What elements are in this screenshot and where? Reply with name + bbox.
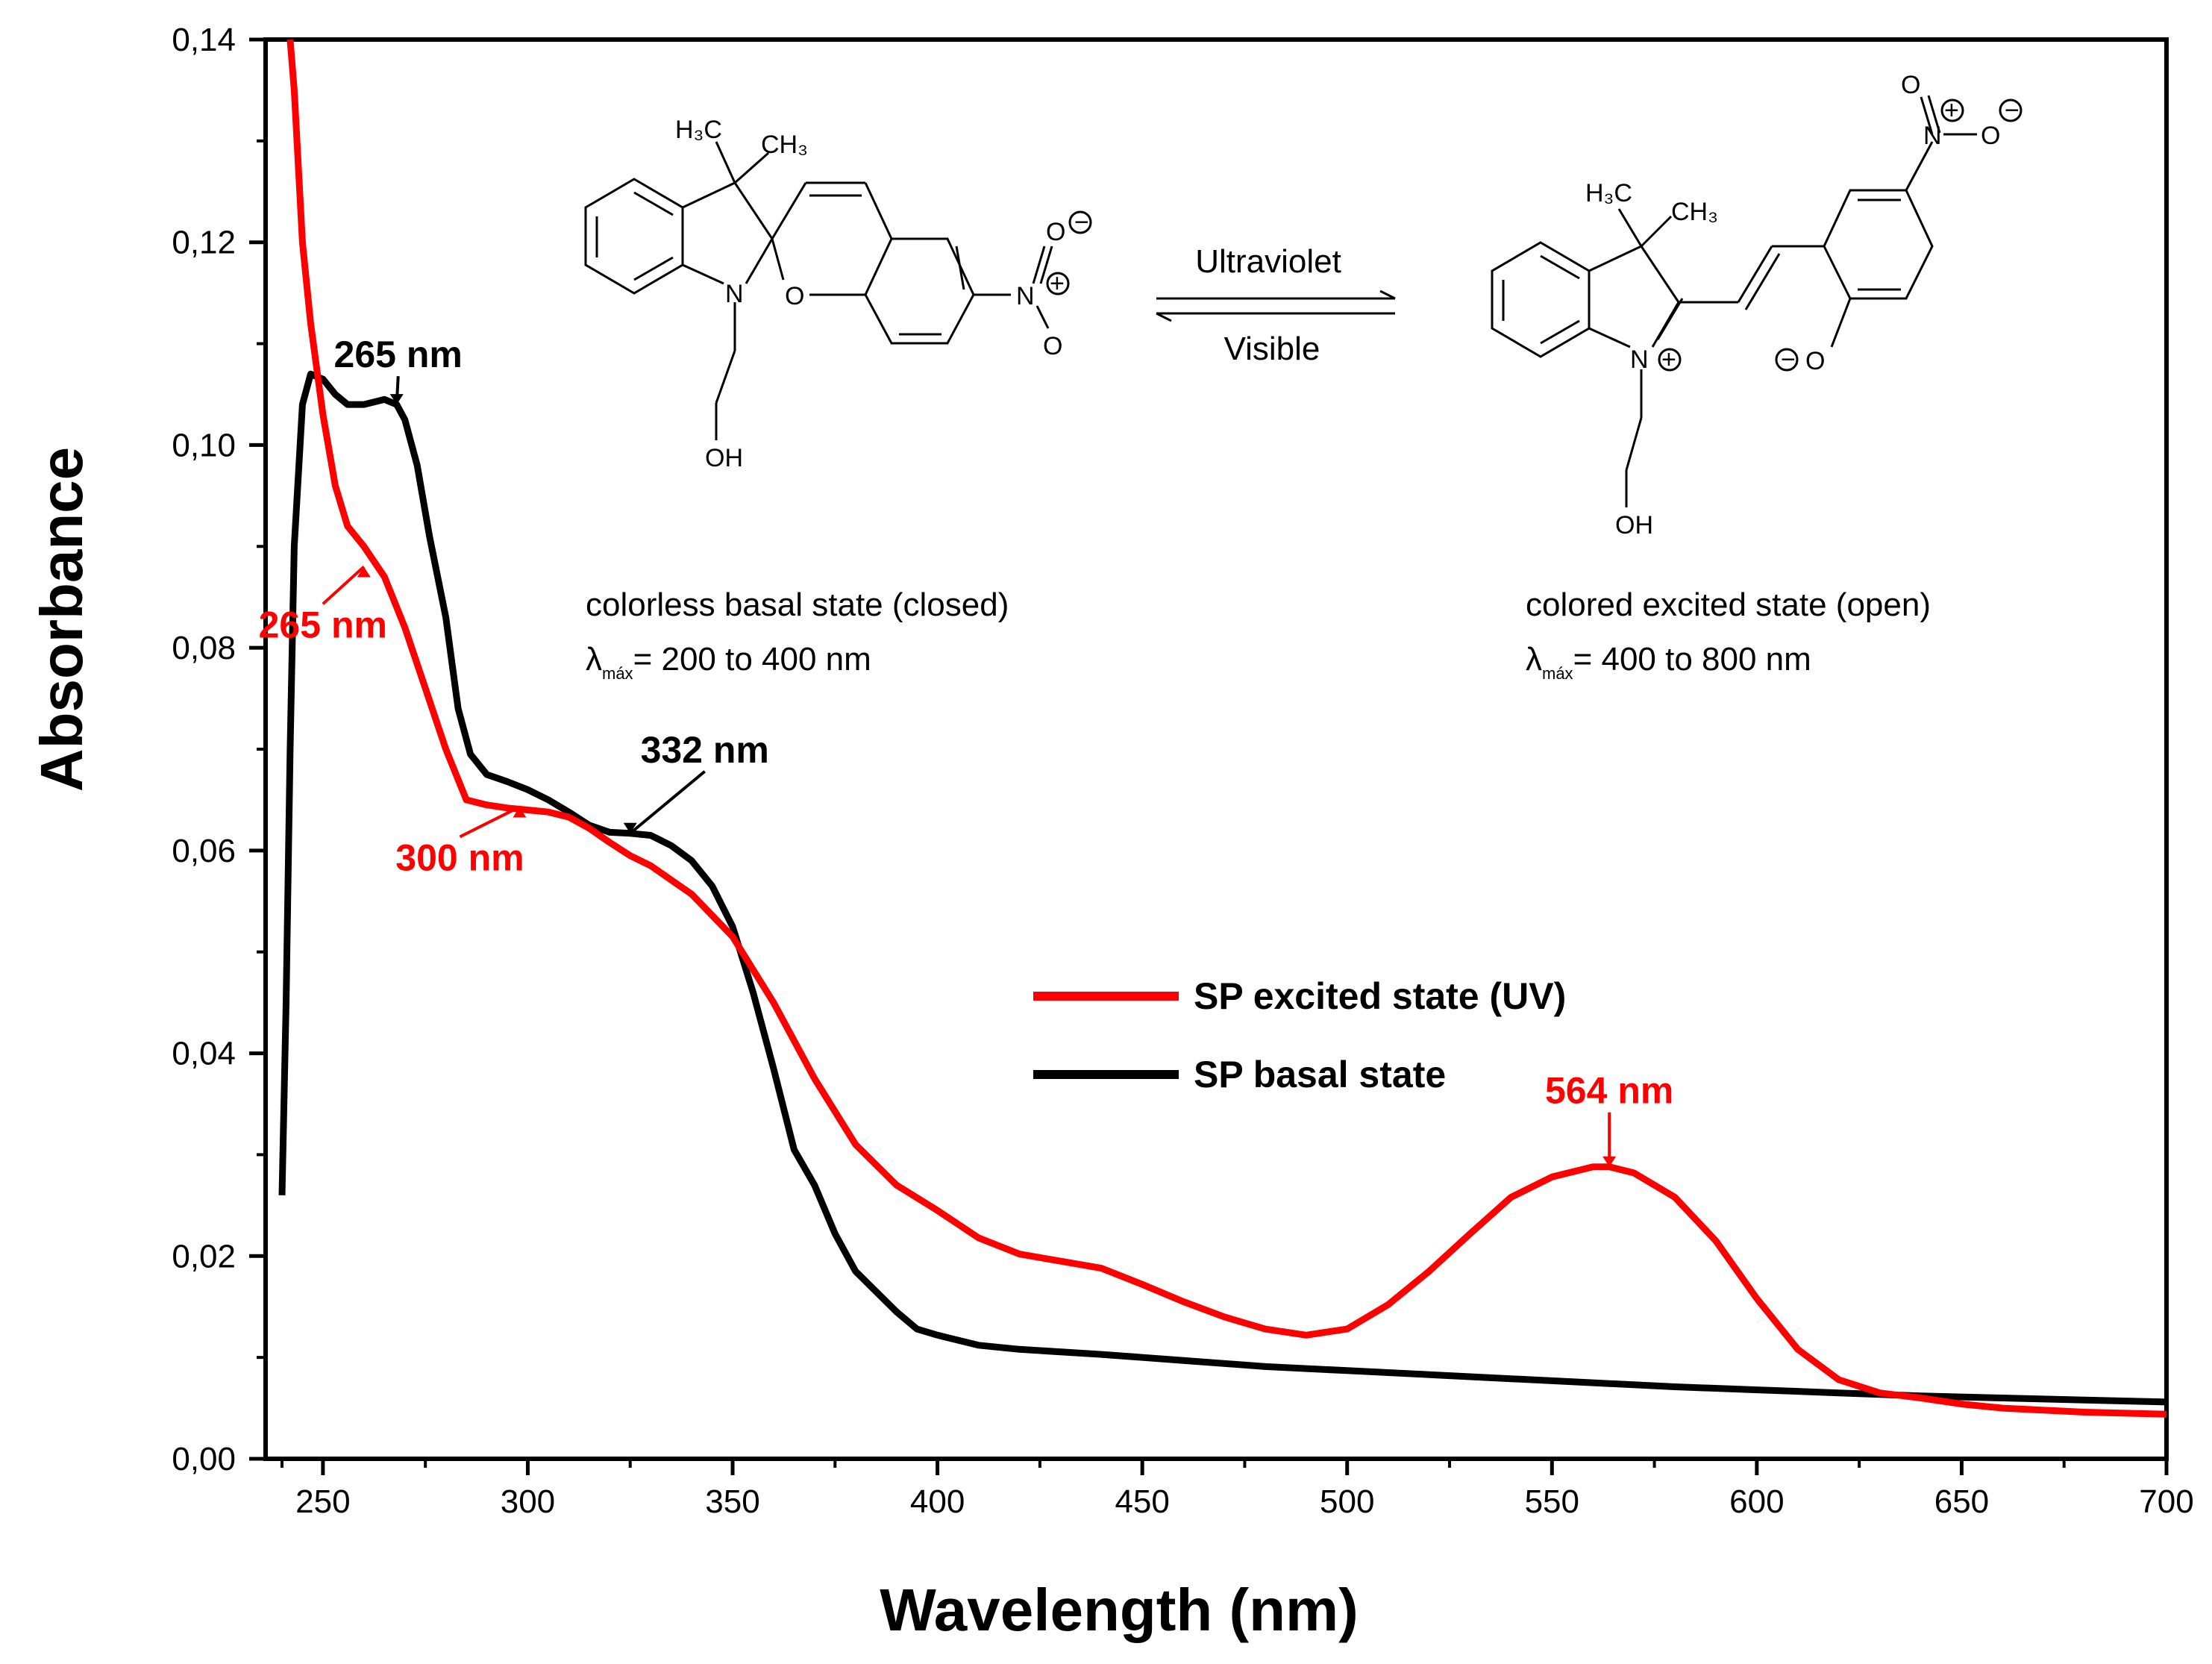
annotation-arrowhead [389,394,404,405]
closed-state-label: colorless basal state (closed) [586,587,1009,623]
y-tick-label: 0,08 [172,630,236,666]
svg-text:OH: OH [705,444,743,472]
annotation-pointer [459,805,521,839]
annotation-label: 265 nm [259,604,387,645]
x-tick-label: 600 [1729,1483,1784,1520]
annotation-label: 300 nm [395,836,524,878]
open-molecule-drawing: H₃C CH₃ N O OH N O O + − + − [1491,71,2023,539]
x-tick-label: 400 [910,1483,965,1520]
equilibrium-arrows: Ultraviolet Visible [1156,243,1396,367]
svg-text:−: − [1074,208,1089,237]
closed-lambda-sub: máx [602,664,633,683]
x-tick-label: 700 [2139,1483,2193,1520]
x-axis-ticks: 250 300 350 400 450 500 550 600 650 700 [280,1459,2194,1520]
annotation-label: 265 nm [334,334,463,375]
closed-lambda-symbol: λ [586,641,602,678]
y-tick-label: 0,06 [172,833,236,869]
closed-lambda-range: = 200 to 400 nm [633,641,871,678]
annotation-arrowhead [513,807,527,818]
legend: SP excited state (UV) SP basal state [1033,975,1566,1095]
svg-text:H₃C: H₃C [1585,179,1632,207]
svg-text:−: − [2005,96,2020,125]
series-line-basal [278,370,2167,1406]
y-tick-label: 0,04 [172,1036,236,1072]
x-tick-label: 550 [1525,1483,1579,1520]
annotation-arrowhead [623,822,637,833]
legend-label-excited: SP excited state (UV) [1194,975,1566,1017]
open-lambda: λmáx= 400 to 800 nm [1526,641,1811,683]
annotation-arrowhead [357,566,371,578]
svg-text:O: O [1046,218,1065,246]
y-axis-title: Absorbance [28,447,95,792]
svg-text:CH₃: CH₃ [761,131,808,159]
open-lambda-symbol: λ [1526,641,1542,678]
reaction-scheme: H₃C CH₃ N O OH N O O − + Ultraviolet Vis… [584,71,2023,683]
annotation-label: 564 nm [1545,1070,1673,1112]
x-tick-label: 500 [1320,1483,1374,1520]
x-tick-label: 350 [705,1483,759,1520]
svg-text:O: O [1805,347,1825,375]
annotation-pointer [629,770,706,835]
svg-text:N: N [1630,345,1649,374]
svg-text:CH₃: CH₃ [1671,198,1718,226]
annotation-pointer [322,565,366,605]
y-tick-label: 0,10 [172,427,236,463]
annotation-arrowhead [1602,1156,1617,1167]
svg-text:O: O [785,282,804,310]
closed-lambda: λmáx= 200 to 400 nm [586,641,871,683]
svg-text:N: N [1016,282,1035,310]
svg-text:N: N [725,280,744,308]
series-layer [278,39,2167,1418]
svg-text:H₃C: H₃C [675,116,722,144]
x-tick-label: 300 [501,1483,555,1520]
open-state-label: colored excited state (open) [1526,587,1931,623]
open-lambda-range: = 400 to 800 nm [1573,641,1811,678]
series-line-excited [286,39,2167,1418]
svg-text:O: O [1043,332,1062,360]
closed-molecule-drawing: H₃C CH₃ N O OH N O O − + [584,116,1092,472]
y-tick-label: 0,12 [172,225,236,261]
svg-text:N: N [1923,122,1942,150]
y-tick-label: 0,00 [172,1441,236,1477]
svg-text:+: + [1661,345,1676,374]
legend-label-basal: SP basal state [1194,1054,1446,1095]
svg-text:O: O [1901,71,1920,99]
svg-text:O: O [1981,122,2000,150]
annotation-layer: 265 nm 332 nm 265 nm 300 nm 564 nm [259,334,1673,1167]
y-axis-ticks: 0,00 0,02 0,04 0,06 0,08 0,10 0,12 0,14 [172,22,266,1477]
svg-text:+: + [1050,269,1065,298]
x-tick-label: 450 [1115,1483,1169,1520]
x-axis-title: Wavelength (nm) [880,1577,1358,1643]
open-lambda-sub: máx [1542,664,1573,683]
svg-text:OH: OH [1615,511,1653,539]
arrow-label-ultraviolet: Ultraviolet [1195,243,1341,280]
svg-text:−: − [1781,345,1796,374]
x-tick-label: 650 [1934,1483,1989,1520]
x-tick-label: 250 [295,1483,350,1520]
svg-text:+: + [1944,96,1959,125]
y-tick-label: 0,02 [172,1238,236,1274]
arrow-label-visible: Visible [1224,331,1320,367]
y-tick-label: 0,14 [172,22,236,58]
annotation-label: 332 nm [641,729,769,771]
